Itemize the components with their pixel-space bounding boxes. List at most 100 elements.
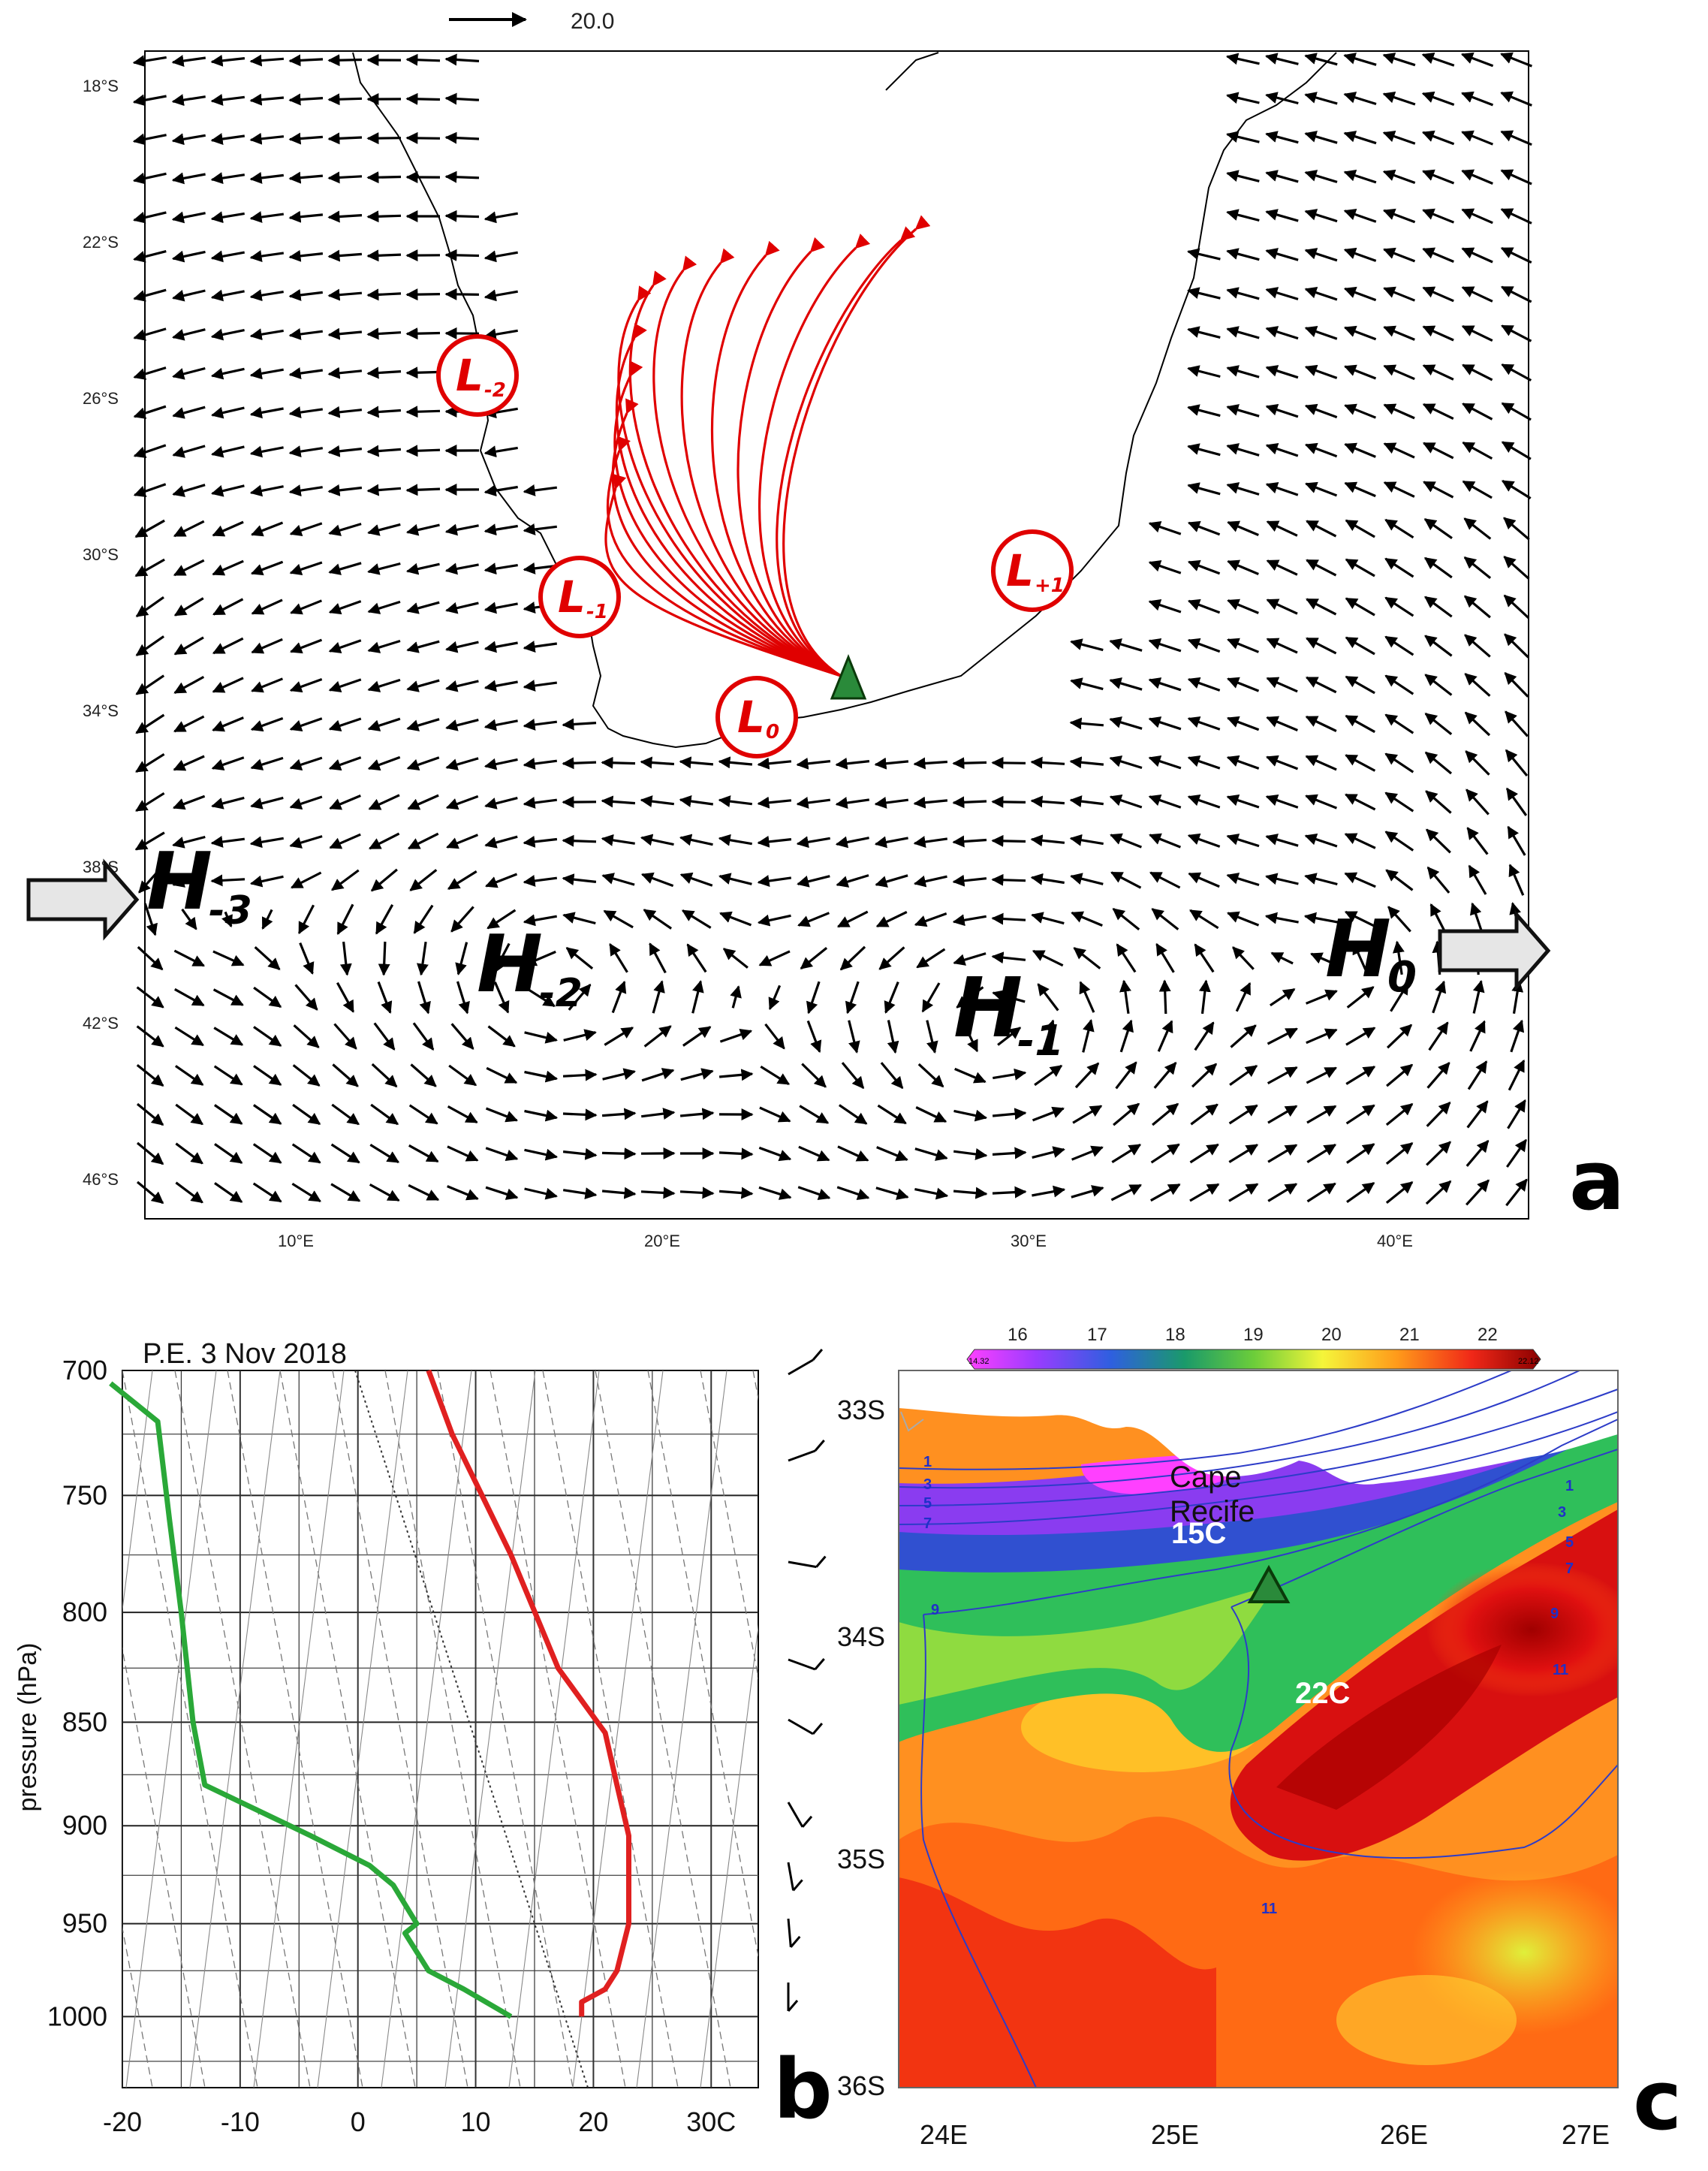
wind-vector xyxy=(953,1148,988,1160)
wind-vector xyxy=(916,948,946,969)
wind-vector xyxy=(1422,403,1454,421)
wind-vector xyxy=(447,1105,478,1124)
wind-vector xyxy=(450,1023,474,1050)
contour-label: 9 xyxy=(1550,1606,1559,1622)
wind-vector xyxy=(1382,91,1416,106)
adiabat-line xyxy=(542,1370,679,2088)
wind-vector xyxy=(1187,559,1221,575)
wind-vector xyxy=(250,560,284,576)
wind-vector xyxy=(174,1065,204,1086)
contour-label: 3 xyxy=(1558,1504,1566,1521)
wind-vector xyxy=(1345,754,1376,772)
wind-vector xyxy=(1109,716,1143,730)
wind-vector xyxy=(327,288,363,301)
wind-vector xyxy=(1032,1185,1066,1198)
wind-vector xyxy=(1265,404,1299,418)
high-H-3: H -3 xyxy=(146,836,252,933)
wind-vector xyxy=(1187,482,1221,496)
wind-vector xyxy=(1190,1103,1218,1126)
wind-vector xyxy=(444,562,479,575)
wind-vector xyxy=(210,289,245,302)
wind-vector xyxy=(447,1185,479,1201)
adiabat-line xyxy=(490,1370,626,2088)
wind-vector xyxy=(1505,787,1528,816)
wind-barb-flag xyxy=(812,1349,824,1361)
lon-tick: 30°E xyxy=(1011,1232,1047,1250)
wind-vector xyxy=(328,717,362,731)
wind-vector xyxy=(1226,404,1260,418)
wind-vector xyxy=(796,757,831,770)
wind-vector xyxy=(212,716,244,732)
wind-vector xyxy=(1194,1021,1215,1051)
wind-vector xyxy=(1306,1066,1338,1084)
wind-vector xyxy=(524,1187,558,1200)
wind-vector xyxy=(1472,979,1485,1014)
lat-tick: 33S xyxy=(837,1395,885,1425)
wind-vector xyxy=(1226,834,1260,848)
wind-vector xyxy=(1151,908,1179,930)
wind-vector xyxy=(1310,952,1333,964)
wind-vector xyxy=(367,562,401,575)
wind-vector xyxy=(915,1106,947,1123)
wind-vector xyxy=(288,210,324,223)
wind-vector xyxy=(412,1022,435,1051)
wind-vector xyxy=(1504,633,1529,659)
wind-vector xyxy=(1265,873,1299,885)
trajectory-line xyxy=(604,473,842,677)
wind-vector xyxy=(806,1020,822,1054)
wind-vector xyxy=(523,875,558,887)
wind-vector xyxy=(1500,246,1532,264)
wind-vector xyxy=(875,1187,909,1200)
contour-labels: 1 3 5 7 9 11 xyxy=(1550,1478,1574,1678)
wind-vector xyxy=(1384,557,1414,578)
wind-vector xyxy=(132,55,167,68)
wind-vector xyxy=(1187,638,1221,653)
wind-vector xyxy=(1304,170,1338,183)
wind-vector xyxy=(133,288,167,302)
wind-vector xyxy=(1119,1019,1134,1053)
wind-vector xyxy=(1422,442,1454,460)
wind-vector xyxy=(1469,1020,1486,1052)
wind-vector xyxy=(299,942,315,975)
wind-vector xyxy=(366,406,402,418)
contour-label: 9 xyxy=(931,1602,939,1618)
wind-vector xyxy=(1149,833,1181,849)
wind-vector xyxy=(327,406,363,418)
wind-vector xyxy=(914,912,947,927)
wind-vector xyxy=(1505,1138,1528,1168)
wind-vector xyxy=(1303,912,1338,924)
cold-annotation: 15C xyxy=(1171,1517,1226,1550)
wind-vector xyxy=(887,1020,899,1054)
wind-vector xyxy=(250,716,284,732)
wind-vector xyxy=(1503,517,1530,541)
wind-vector xyxy=(370,1103,399,1126)
contour-label: 1 xyxy=(923,1454,932,1470)
wind-vector xyxy=(1148,520,1182,535)
wind-vector xyxy=(1464,711,1491,737)
wind-vector xyxy=(874,836,908,849)
contour-label: 3 xyxy=(923,1476,932,1493)
lat-ticks: 18°S 22°S 26°S 30°S 34°S 38°S 42°S 46°S xyxy=(83,77,119,1189)
wind-vector xyxy=(373,1022,396,1051)
wind-vector xyxy=(288,406,324,418)
wind-vector xyxy=(444,523,479,536)
wind-vector xyxy=(1187,716,1221,731)
wind-vector xyxy=(171,55,206,67)
mixing-ratio-line xyxy=(444,1370,536,2088)
pressure-ticks: 700 750 800 850 900 950 1000 xyxy=(47,1355,107,2031)
wind-vector xyxy=(1152,1102,1179,1126)
wind-vector xyxy=(1468,864,1487,895)
wind-vector xyxy=(413,904,434,934)
wind-vector xyxy=(1424,635,1453,657)
warm-annotation: 22C xyxy=(1295,1677,1350,1710)
wind-vector xyxy=(562,757,597,770)
wind-vector xyxy=(1110,871,1142,889)
wind-vector xyxy=(1304,248,1338,262)
trajectory-line xyxy=(628,270,842,677)
wind-vector xyxy=(1507,1099,1526,1129)
wind-vector xyxy=(1148,638,1182,653)
wind-vector xyxy=(1226,794,1260,809)
wind-vector xyxy=(926,1020,938,1054)
wind-vector xyxy=(221,911,233,928)
wind-vector xyxy=(328,678,362,693)
